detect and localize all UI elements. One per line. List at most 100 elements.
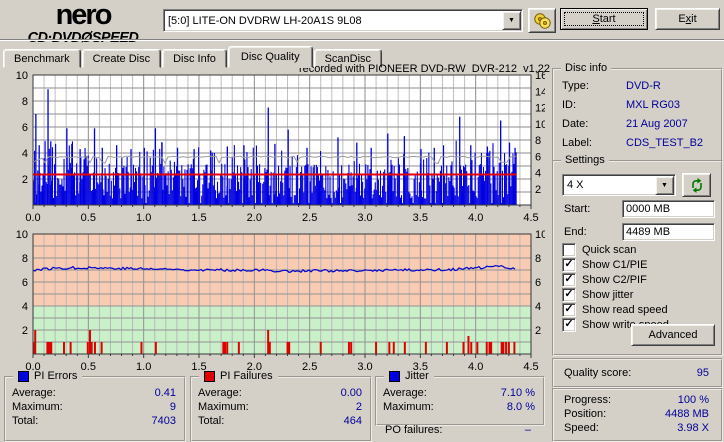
- axis-ticks: [32, 354, 532, 358]
- scan-speed-select[interactable]: 4 X ▼: [562, 174, 676, 196]
- svg-text:10: 10: [16, 70, 28, 82]
- svg-text:4.0: 4.0: [468, 212, 483, 224]
- svg-text:2: 2: [22, 174, 28, 186]
- disc-date-label: Date:: [562, 118, 589, 130]
- speed-row: Speed: 3.98 X: [554, 422, 721, 436]
- drive-select-arrow-button[interactable]: ▼: [502, 11, 521, 30]
- tab-benchmark[interactable]: Benchmark: [3, 49, 81, 68]
- disc-id-value: MXL RG03: [626, 99, 681, 111]
- disc-type-row: Type: DVD-R: [554, 80, 721, 96]
- svg-text:3.5: 3.5: [413, 361, 428, 372]
- grid-lines: [33, 234, 531, 354]
- checkbox-box: [562, 243, 576, 257]
- chevron-down-icon: ▼: [661, 181, 668, 189]
- show-read-speed-checkbox[interactable]: ✓ Show read speed: [562, 303, 668, 317]
- svg-text:2: 2: [535, 325, 541, 337]
- quick-scan-checkbox[interactable]: Quick scan: [562, 243, 636, 257]
- x-axis-labels: 0.0 0.5 1.0 1.5 2.0 2.5 3.0 3.5 4.0 4.5: [25, 212, 538, 224]
- write-speed-line: [32, 155, 517, 165]
- svg-text:0.5: 0.5: [81, 212, 96, 224]
- show-c1-pie-checkbox[interactable]: ✓ Show C1/PIE: [562, 258, 647, 272]
- svg-text:0.0: 0.0: [25, 212, 40, 224]
- disc-eject-button[interactable]: [528, 8, 556, 33]
- po-failures-label: PO failures:: [385, 424, 443, 436]
- start-button[interactable]: Start: [560, 8, 648, 30]
- exit-button[interactable]: Exit: [655, 8, 720, 30]
- svg-text:1.0: 1.0: [136, 212, 151, 224]
- y-axis-labels-right: 2 4 6 8 10: [535, 229, 545, 337]
- y-axis-labels-left: 2 4 6 8 10: [16, 229, 28, 337]
- checkbox-box: ✓: [562, 273, 576, 287]
- svg-text:1.5: 1.5: [191, 361, 206, 372]
- max-value: 8.0 %: [506, 401, 535, 413]
- svg-text:8: 8: [22, 253, 28, 265]
- pi-failure-bars: [32, 330, 516, 354]
- svg-text:3.5: 3.5: [413, 212, 428, 224]
- svg-text:0.5: 0.5: [81, 361, 96, 372]
- svg-text:6: 6: [535, 151, 541, 163]
- recorded-with-title: recorded with PIONEER DVD-RW DVR-212 v1.…: [298, 63, 550, 75]
- drive-select[interactable]: [5:0] LITE-ON DVDRW LH-20A1S 9L08 ▼: [163, 9, 523, 32]
- svg-text:16: 16: [535, 70, 545, 82]
- disc-date-value: 21 Aug 2007: [626, 118, 688, 130]
- checkbox-label: Show C2/PIF: [582, 274, 647, 286]
- svg-text:4: 4: [535, 168, 541, 180]
- svg-text:6: 6: [22, 277, 28, 289]
- jitter-line: [32, 264, 516, 273]
- refresh-speeds-button[interactable]: [682, 173, 711, 197]
- speed-label: Speed:: [564, 422, 599, 434]
- speed-value: 3.98 X: [677, 422, 709, 434]
- tab-disc-info[interactable]: Disc Info: [162, 49, 227, 68]
- po-failures-row: PO failures: –: [375, 424, 541, 438]
- svg-text:2.0: 2.0: [247, 361, 262, 372]
- show-jitter-checkbox[interactable]: ✓ Show jitter: [562, 288, 633, 302]
- svg-text:8: 8: [535, 253, 541, 265]
- tab-scandisc[interactable]: ScanDisc: [313, 49, 383, 68]
- pi-errors-color-icon: [18, 370, 29, 382]
- x-axis-labels: 0.0 0.5 1.0 1.5 2.0 2.5 3.0 3.5 4.0 4.5: [25, 361, 538, 372]
- header-divider: [0, 39, 724, 41]
- svg-text:0.0: 0.0: [25, 361, 40, 372]
- avg-value: 0.41: [154, 387, 176, 399]
- svg-text:12: 12: [535, 103, 545, 115]
- start-position-input[interactable]: [622, 200, 715, 218]
- quality-score-box: Quality score: 95: [552, 358, 723, 388]
- max-label: Maximum:: [198, 401, 249, 413]
- checkbox-box: ✓: [562, 318, 576, 332]
- svg-text:4: 4: [22, 301, 28, 313]
- nero-logo: nero CD·DVDØSPEED: [8, 1, 158, 46]
- svg-text:6: 6: [535, 277, 541, 289]
- disc-id-label: ID:: [562, 99, 577, 111]
- y-axis-labels-left: 2 4 6 8 10: [16, 70, 28, 186]
- total-value: 464: [343, 415, 362, 427]
- progress-label: Progress:: [564, 394, 612, 406]
- position-label: Position:: [564, 408, 607, 420]
- settings-group: Settings 4 X ▼ Start: End: Quick scan ✓: [552, 154, 723, 356]
- avg-label: Average:: [383, 387, 427, 399]
- checkbox-box: ✓: [562, 258, 576, 272]
- pi-failures-title: PI Failures: [220, 370, 273, 382]
- total-value: 7403: [151, 415, 176, 427]
- tab-create-disc[interactable]: Create Disc: [81, 49, 162, 68]
- disc-type-label: Type:: [562, 80, 589, 92]
- svg-text:1.0: 1.0: [136, 361, 151, 372]
- end-position-input[interactable]: [622, 223, 715, 241]
- tab-label: Disc Quality: [240, 51, 300, 63]
- svg-text:2: 2: [22, 325, 28, 337]
- axis-ticks: [32, 205, 532, 209]
- show-c2-pif-checkbox[interactable]: ✓ Show C2/PIF: [562, 273, 647, 287]
- scan-speed-arrow-button[interactable]: ▼: [655, 175, 674, 195]
- svg-text:8: 8: [22, 96, 28, 108]
- disc-label-value: CDS_TEST_B2: [626, 137, 704, 149]
- disc-date-row: Date: 21 Aug 2007: [554, 118, 721, 134]
- avg-value: 0.00: [340, 387, 362, 399]
- advanced-button[interactable]: Advanced: [631, 324, 715, 346]
- tab-disc-quality[interactable]: Disc Quality: [227, 46, 313, 68]
- quality-score-value: 95: [696, 367, 709, 379]
- settings-group-title: Settings: [561, 154, 609, 166]
- po-failures-value: –: [524, 424, 531, 436]
- start-position-label: Start:: [564, 203, 591, 215]
- svg-text:4: 4: [535, 301, 541, 313]
- tab-bar: Benchmark Create Disc Disc Info Disc Qua…: [3, 46, 383, 68]
- svg-text:4.5: 4.5: [523, 361, 538, 372]
